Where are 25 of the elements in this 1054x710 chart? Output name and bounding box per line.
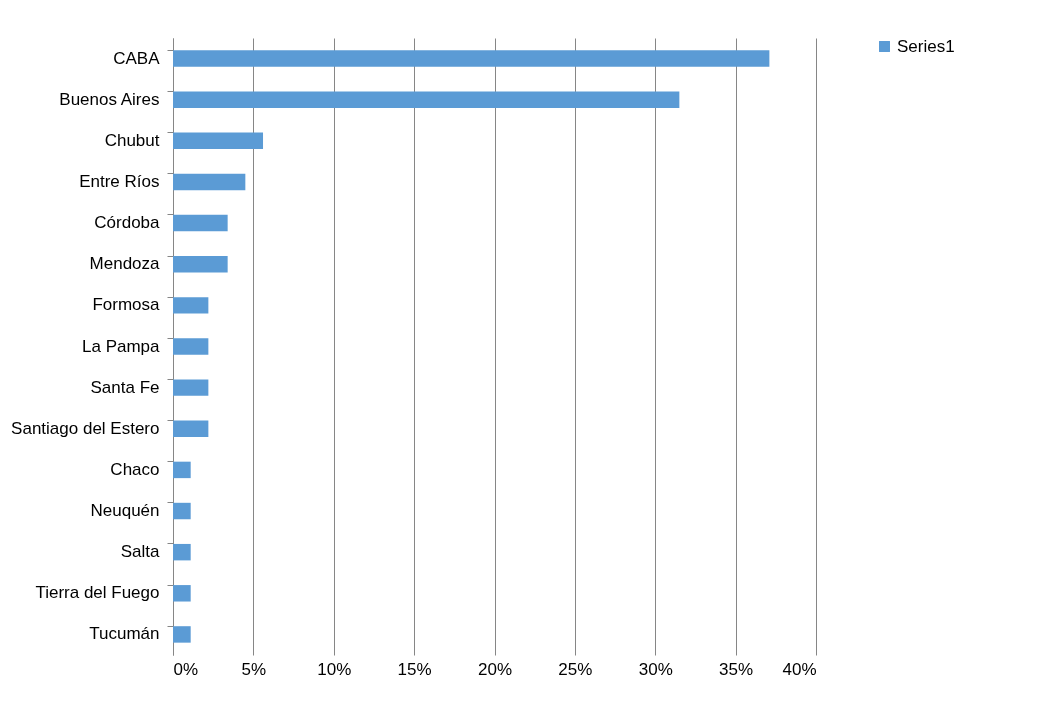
x-tick-label: 40%	[782, 659, 817, 679]
legend-label: Series1	[897, 36, 955, 56]
y-tick-label: Tierra del Fuego	[35, 583, 160, 603]
x-tick-label: 5%	[241, 659, 267, 679]
y-tick-label: Entre Ríos	[79, 171, 160, 191]
x-tick-label: 20%	[477, 659, 513, 679]
y-tick-label: CABA	[113, 48, 161, 68]
y-tick-label: Tucumán	[89, 624, 160, 644]
y-tick-label: Chaco	[110, 459, 160, 479]
y-tick-label: Mendoza	[89, 254, 161, 274]
y-tick-label: Chubut	[104, 130, 160, 150]
x-tick-label: 30%	[638, 659, 673, 679]
y-tick-label: Neuquén	[90, 501, 160, 521]
x-tick-label: 0%	[173, 659, 199, 679]
y-tick-label: Santa Fe	[90, 377, 160, 397]
y-tick-label: Salta	[120, 542, 161, 562]
y-tick-label: Formosa	[92, 295, 161, 315]
x-tick-label: 35%	[719, 659, 754, 679]
y-tick-label: Córdoba	[94, 213, 161, 233]
y-tick-label: Buenos Aires	[59, 89, 160, 109]
x-tick-label: 25%	[558, 659, 593, 679]
y-tick-label: Santiago del Estero	[11, 418, 160, 438]
x-tick-label: 15%	[397, 659, 432, 679]
x-tick-label: 10%	[317, 659, 352, 679]
y-tick-label: La Pampa	[82, 336, 161, 356]
